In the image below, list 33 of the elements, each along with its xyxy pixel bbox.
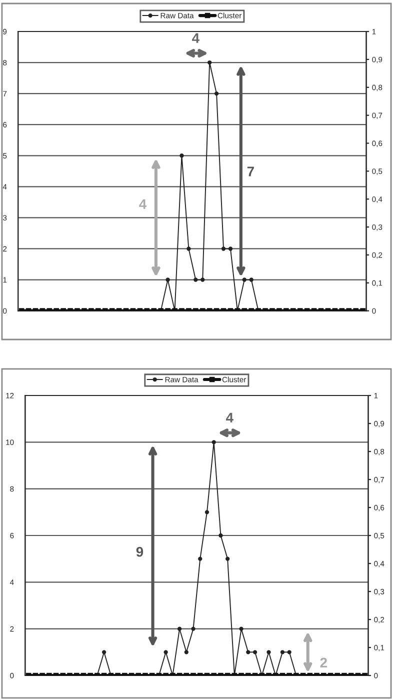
- point: [266, 650, 271, 654]
- point: [218, 533, 223, 538]
- point: [214, 91, 219, 96]
- point: [221, 246, 226, 251]
- point: [249, 278, 254, 282]
- point: [204, 510, 210, 514]
- point: [252, 650, 258, 654]
- point: [242, 278, 246, 282]
- point: [228, 246, 233, 251]
- point: [212, 440, 216, 444]
- point: [164, 650, 168, 654]
- point: [287, 650, 292, 654]
- point: [225, 556, 230, 561]
- point: [102, 650, 106, 654]
- point: [239, 626, 244, 631]
- annotation: 2: [320, 658, 327, 668]
- point: [180, 154, 184, 158]
- annotation: 4: [139, 199, 147, 209]
- point: [246, 650, 250, 654]
- annotation: 4: [192, 33, 200, 43]
- point: [200, 278, 205, 282]
- annotation: 4: [226, 412, 234, 422]
- point: [177, 626, 182, 631]
- point: [194, 278, 198, 282]
- annotation: 9: [136, 546, 144, 557]
- point: [191, 626, 196, 631]
- point: [186, 246, 191, 251]
- point: [208, 60, 212, 65]
- point: [184, 650, 188, 654]
- point: [280, 650, 285, 654]
- point: [166, 278, 170, 282]
- point: [198, 556, 202, 561]
- annotation: 7: [247, 166, 254, 176]
